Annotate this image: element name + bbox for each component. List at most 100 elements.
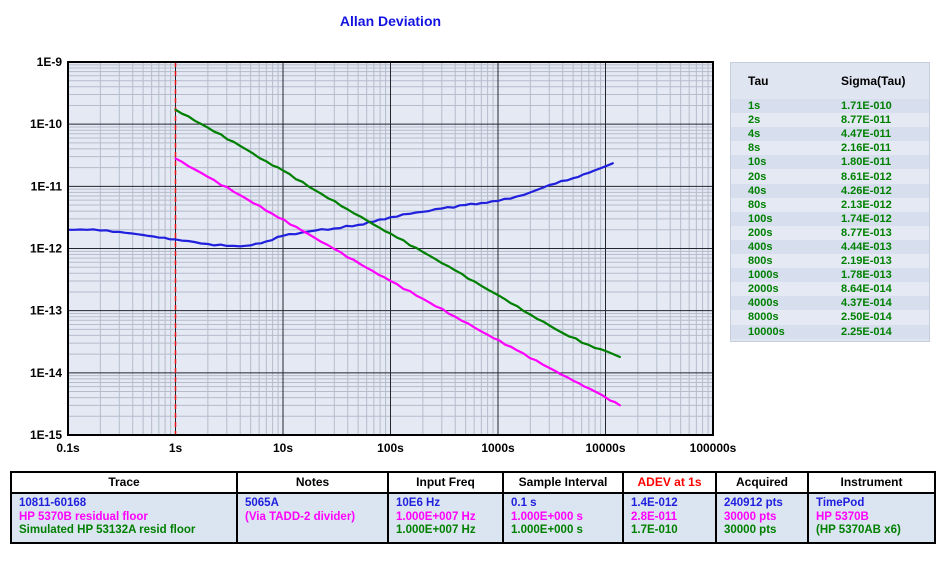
column-header-adev-at-1s: ADEV at 1s (624, 473, 717, 492)
chart-title: Allan Deviation (339, 13, 442, 29)
sigma-value: 8.61E-012 (841, 170, 892, 183)
trace-2-value: 1.7E-010 (631, 524, 678, 536)
trace-0-value: 240912 pts (724, 497, 783, 509)
sigma-value: 1.71E-010 (841, 100, 892, 113)
trace-0-value: 10E6 Hz (396, 497, 441, 509)
tau-value: 10s (748, 156, 767, 169)
trace-0-value: 1.4E-012 (631, 497, 678, 509)
column-header-sample-interval: Sample Interval (504, 473, 624, 492)
tau-table-row: 400s 4.44E-013 (731, 239, 929, 255)
tau-table-row: 8s 2.16E-011 (731, 141, 929, 156)
x-tick-label: 1000s (481, 441, 515, 455)
tau-table-row: 10s 1.80E-011 (731, 155, 929, 170)
sigma-value: 2.13E-012 (841, 198, 892, 211)
tau-value: 40s (748, 184, 767, 197)
x-tick-label: 10s (273, 441, 293, 455)
tau-table-rows: 1s 1.71E-010 2s 8.77E-011 4s 4.47E-011 8s 2.16E… (731, 99, 929, 339)
trace-line-2 (174, 108, 621, 359)
column-cell: 240912 pts 30000 pts 30000 pts (717, 494, 809, 542)
trace-line-0 (66, 162, 614, 248)
tau-value: 1s (748, 100, 761, 113)
y-tick-label: 1E-13 (30, 304, 62, 318)
sigma-value: 8.77E-011 (841, 114, 892, 127)
sigma-value: 2.50E-014 (841, 311, 892, 324)
tau-header-label: Tau (748, 74, 769, 88)
column-header-trace: Trace (12, 473, 238, 492)
trace-2-value: (HP 5370AB x6) (816, 524, 901, 536)
tau-table-row: 100s 1.74E-012 (731, 211, 929, 226)
x-tick-label: 10000s (585, 441, 625, 455)
trace-2-value: 1.000E+007 Hz (396, 524, 476, 536)
x-tick-label: 1s (169, 441, 183, 455)
trace-1-value: HP 5370B residual floor (19, 510, 148, 523)
tau-table-row: 8000s 2.50E-014 (731, 310, 929, 325)
sigma-value: 4.47E-011 (841, 128, 892, 141)
trace-1-value: HP 5370B (816, 510, 869, 523)
column-cell: 10811-60168 HP 5370B residual floor Simula… (12, 494, 238, 542)
tau-table-row: 2000s 8.64E-014 (731, 282, 929, 297)
tau-value: 4000s (748, 297, 779, 310)
tau-table-header: Tau Sigma(Tau) (731, 63, 929, 99)
tau-value: 8000s (748, 311, 779, 324)
y-tick-label: 1E-11 (31, 179, 63, 193)
y-tick-label: 1E-15 (30, 428, 62, 442)
tau-table-row: 10000s 2.25E-014 (731, 324, 929, 339)
trace-1-value: 1.000E+000 s (511, 510, 583, 523)
tau-value: 80s (748, 198, 767, 211)
column-cell: 0.1 s 1.000E+000 s 1.000E+000 s (504, 494, 624, 542)
sigma-value: 1.78E-013 (841, 269, 892, 282)
trace-0-value: 10811-60168 (19, 497, 87, 509)
tau-table-row: 200s 8.77E-013 (731, 225, 929, 240)
tau-table-row: 4000s 4.37E-014 (731, 296, 929, 311)
tau-sigma-table: Tau Sigma(Tau) 1s 1.71E-010 2s 8.77E-011 4s 4… (730, 62, 930, 342)
trace-summary-header-row: Trace Notes Input Freq Sample Interval ADEV … (12, 473, 934, 494)
trace-1-value: 30000 pts (724, 510, 777, 523)
tau-value: 1000s (748, 269, 779, 282)
trace-2-value: 30000 pts (724, 524, 777, 536)
tau-value: 4s (748, 128, 761, 141)
sigma-value: 2.19E-013 (841, 255, 892, 268)
column-cell: 10E6 Hz 1.000E+007 Hz 1.000E+007 Hz (389, 494, 504, 542)
tau-value: 100s (748, 212, 773, 225)
sigma-value: 4.37E-014 (841, 297, 892, 310)
trace-1-value: 2.8E-011 (631, 510, 678, 523)
sigma-value: 8.77E-013 (841, 226, 892, 239)
sigma-value: 1.80E-011 (841, 156, 892, 169)
y-tick-label: 1E-9 (37, 55, 63, 69)
column-cell: 5065A (Via TADD-2 divider) (238, 494, 389, 542)
trace-summary-body-row: 10811-60168 HP 5370B residual floor Simula… (12, 494, 934, 542)
column-cell: 1.4E-012 2.8E-011 1.7E-010 (624, 494, 717, 542)
tau-value: 400s (748, 240, 773, 253)
tau-table-row: 20s 8.61E-012 (731, 169, 929, 184)
x-tick-label: 100000s (690, 441, 737, 455)
tau-table-row: 1s 1.71E-010 (731, 99, 929, 114)
sigma-value: 2.25E-014 (841, 325, 892, 338)
trace-2-value: 1.000E+000 s (511, 524, 583, 536)
trace-summary-table: Trace Notes Input Freq Sample Interval ADEV … (10, 471, 936, 544)
tau-value: 2000s (748, 283, 779, 296)
tau-table-row: 1000s 1.78E-013 (731, 268, 929, 283)
column-header-instrument: Instrument (840, 475, 903, 489)
tau-value: 200s (748, 226, 773, 239)
tau-value: 8s (748, 142, 761, 155)
column-header-acquired: Acquired (717, 473, 809, 492)
trace-line-1 (174, 157, 621, 407)
tau-value: 10000s (748, 325, 785, 338)
trace-2-value: Simulated HP 53132A resid floor (19, 524, 196, 536)
tau-table-row: 2s 8.77E-011 (731, 113, 929, 128)
sigma-value: 2.16E-011 (841, 142, 892, 155)
y-tick-label: 1E-14 (30, 366, 62, 380)
column-header-input-freq: Input Freq (389, 473, 504, 492)
allan-deviation-plot: 0.1s 1s 10s 100s 1000s 10000s 100000s 1E-9 1E-10… (30, 55, 737, 455)
tau-value: 20s (748, 170, 767, 183)
trace-2-value (245, 524, 380, 538)
sigma-value: 8.64E-014 (841, 283, 892, 296)
column-cell: TimePod HP 5370B (HP 5370AB x6) (809, 494, 934, 542)
trace-0-value: 5065A (245, 497, 279, 509)
x-tick-label: 0.1s (56, 441, 80, 455)
tau-value: 2s (748, 114, 761, 127)
y-tick-label: 1E-10 (30, 117, 62, 131)
y-tick-label: 1E-12 (30, 242, 62, 256)
sigma-value: 4.26E-012 (841, 184, 892, 197)
